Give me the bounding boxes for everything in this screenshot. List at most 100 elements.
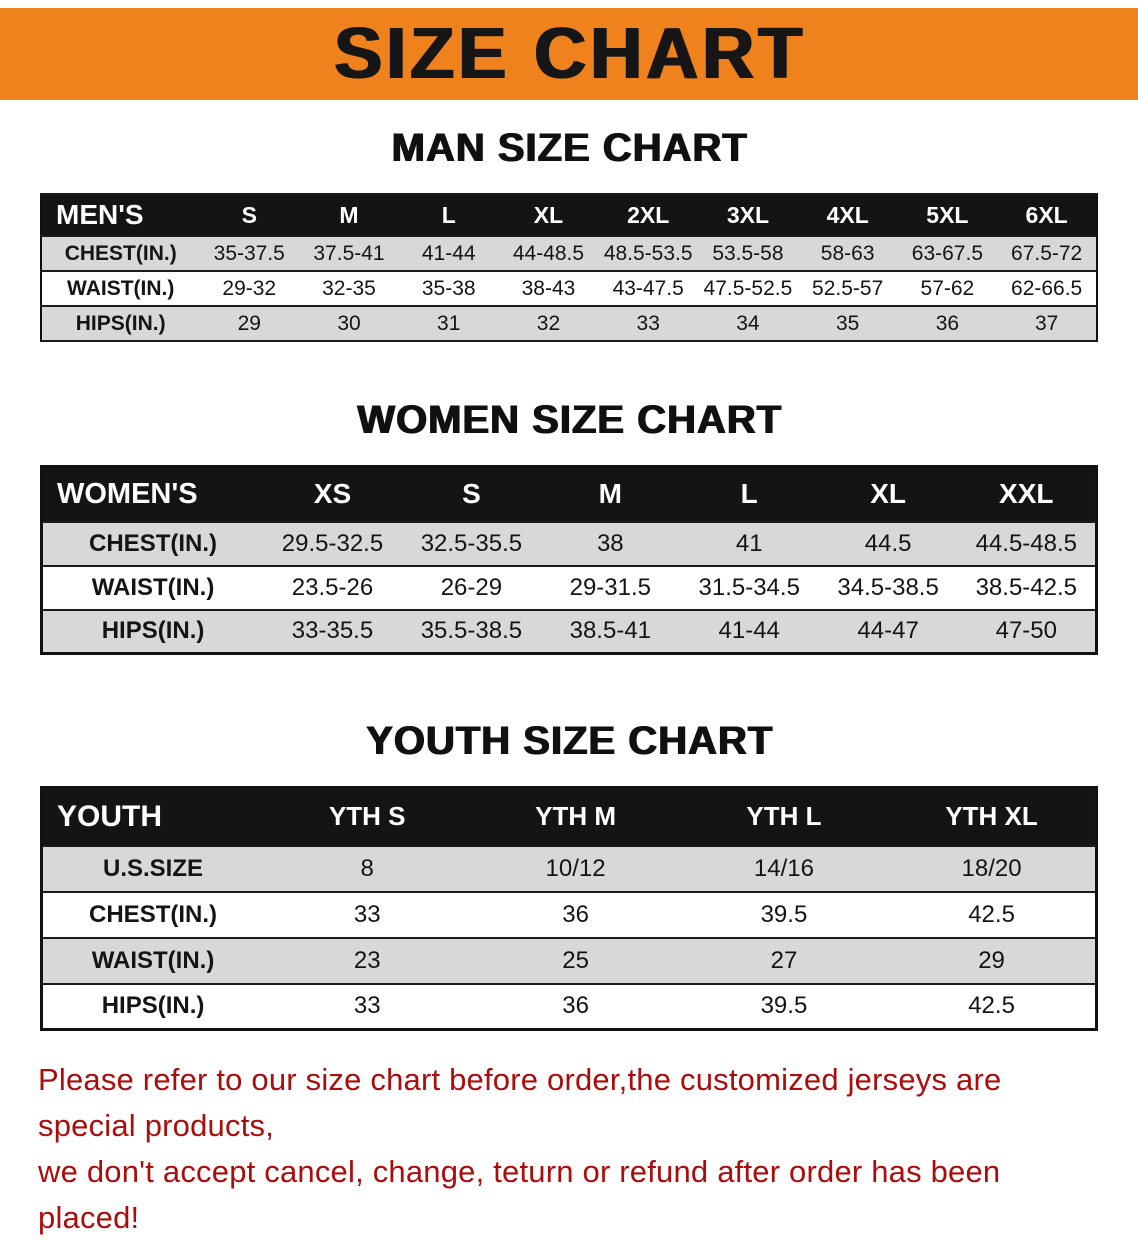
size-column-header: L [679,465,819,523]
size-value: 34 [698,305,798,342]
table-row: WAIST(IN.) 23.5-26 26-29 29-31.5 31.5-34.5 34… [41,564,1097,611]
women-section-heading: WOMEN SIZE CHART [356,398,782,442]
size-value: 27 [679,936,889,985]
size-value: 29.5-32.5 [263,520,402,567]
row-label: WAIST(IN.) [41,270,200,307]
size-value: 42.5 [888,890,1097,939]
size-column-header: YTH S [263,786,472,847]
row-label: HIPS(IN.) [41,305,200,342]
size-value: 23 [263,936,472,985]
size-value: 42.5 [888,982,1097,1031]
size-value: 18/20 [888,844,1097,893]
size-value: 63-67.5 [897,235,998,272]
size-value: 62-66.5 [997,270,1097,307]
size-value: 35-38 [398,270,499,307]
size-value: 41-44 [398,235,499,272]
men-section-heading: MAN SIZE CHART [390,126,748,170]
size-column-header: YTH XL [888,786,1097,847]
notice-line-2: we don't accept cancel, change, teturn o… [38,1154,1001,1235]
size-value: 38.5-41 [540,608,680,655]
size-value: 35 [797,305,898,342]
table-header-row: WOMEN'S XS S M L XL XXL [41,465,1097,523]
table-category-header: MEN'S [41,193,200,237]
table-row: HIPS(IN.) 33 36 39.5 42.5 [41,982,1097,1031]
row-label: U.S.SIZE [41,844,264,893]
size-value: 35.5-38.5 [401,608,541,655]
size-value: 53.5-58 [698,235,798,272]
women-size-section: WOMEN SIZE CHART WOMEN'S XS S M L XL XXL CHEST(… [0,398,1138,655]
table-row: HIPS(IN.) 29 30 31 32 33 34 35 36 37 [41,305,1097,342]
size-value: 43-47.5 [598,270,699,307]
size-value: 44-48.5 [498,235,599,272]
youth-size-table: YOUTH YTH S YTH M YTH L YTH XL U.S.SIZE 8 10/12… [40,786,1098,1031]
size-value: 33 [598,305,699,342]
size-chart-page: SIZE CHART MAN SIZE CHART MEN'S S M L XL 2XL 3… [0,8,1138,1235]
banner: SIZE CHART [0,8,1138,100]
size-value: 33 [263,982,472,1031]
size-value: 14/16 [679,844,889,893]
women-size-table: WOMEN'S XS S M L XL XXL CHEST(IN.) 29.5-32.5 32.5… [40,465,1098,655]
size-column-header: M [299,193,399,237]
table-category-header: YOUTH [41,786,264,847]
size-value: 10/12 [471,844,680,893]
table-row: CHEST(IN.) 35-37.5 37.5-41 41-44 44-48.5 48.5… [41,235,1097,272]
size-value: 58-63 [797,235,898,272]
size-column-header: XS [263,465,402,523]
size-value: 39.5 [679,982,889,1031]
size-column-header: XL [818,465,958,523]
size-value: 47-50 [957,608,1097,655]
table-category-header: WOMEN'S [41,465,264,523]
size-value: 38-43 [498,270,599,307]
size-column-header: YTH L [679,786,889,847]
size-value: 30 [299,305,399,342]
size-value: 36 [897,305,998,342]
size-value: 31.5-34.5 [679,564,819,611]
row-label: WAIST(IN.) [41,936,264,985]
size-column-header: 6XL [997,193,1097,237]
size-value: 37.5-41 [299,235,399,272]
size-value: 33-35.5 [263,608,402,655]
size-value: 39.5 [679,890,889,939]
size-column-header: XL [498,193,599,237]
row-label: CHEST(IN.) [41,235,200,272]
size-value: 41-44 [679,608,819,655]
size-value: 41 [679,520,819,567]
size-value: 38.5-42.5 [957,564,1097,611]
footer-notice: Please refer to our size chart before or… [38,1057,1100,1241]
size-value: 34.5-38.5 [818,564,958,611]
size-value: 36 [471,982,680,1031]
row-label: CHEST(IN.) [41,890,264,939]
size-value: 44.5-48.5 [957,520,1097,567]
size-column-header: 2XL [598,193,699,237]
size-value: 38 [540,520,680,567]
size-column-header: 3XL [698,193,798,237]
row-label: CHEST(IN.) [41,520,264,567]
size-value: 47.5-52.5 [698,270,798,307]
table-row: U.S.SIZE 8 10/12 14/16 18/20 [41,844,1097,893]
table-row: WAIST(IN.) 29-32 32-35 35-38 38-43 43-47.5 47.… [41,270,1097,307]
size-value: 44-47 [818,608,958,655]
size-value: 67.5-72 [997,235,1097,272]
size-value: 26-29 [401,564,541,611]
size-column-header: S [401,465,541,523]
table-row: WAIST(IN.) 23 25 27 29 [41,936,1097,985]
size-value: 52.5-57 [797,270,898,307]
size-value: 35-37.5 [199,235,300,272]
size-column-header: S [199,193,300,237]
size-value: 57-62 [897,270,998,307]
size-column-header: L [398,193,499,237]
size-value: 37 [997,305,1097,342]
youth-section-heading: YOUTH SIZE CHART [365,719,773,763]
size-column-header: 5XL [897,193,998,237]
size-value: 44.5 [818,520,958,567]
notice-line-1: Please refer to our size chart before or… [38,1062,1002,1143]
size-value: 25 [471,936,680,985]
table-row: CHEST(IN.) 29.5-32.5 32.5-35.5 38 41 44.5 44.5… [41,520,1097,567]
youth-size-section: YOUTH SIZE CHART YOUTH YTH S YTH M YTH L YTH… [0,719,1138,1031]
size-value: 29-32 [199,270,300,307]
row-label: HIPS(IN.) [41,982,264,1031]
size-column-header: XXL [957,465,1097,523]
size-value: 23.5-26 [263,564,402,611]
page-title: SIZE CHART [333,14,805,94]
size-value: 33 [263,890,472,939]
